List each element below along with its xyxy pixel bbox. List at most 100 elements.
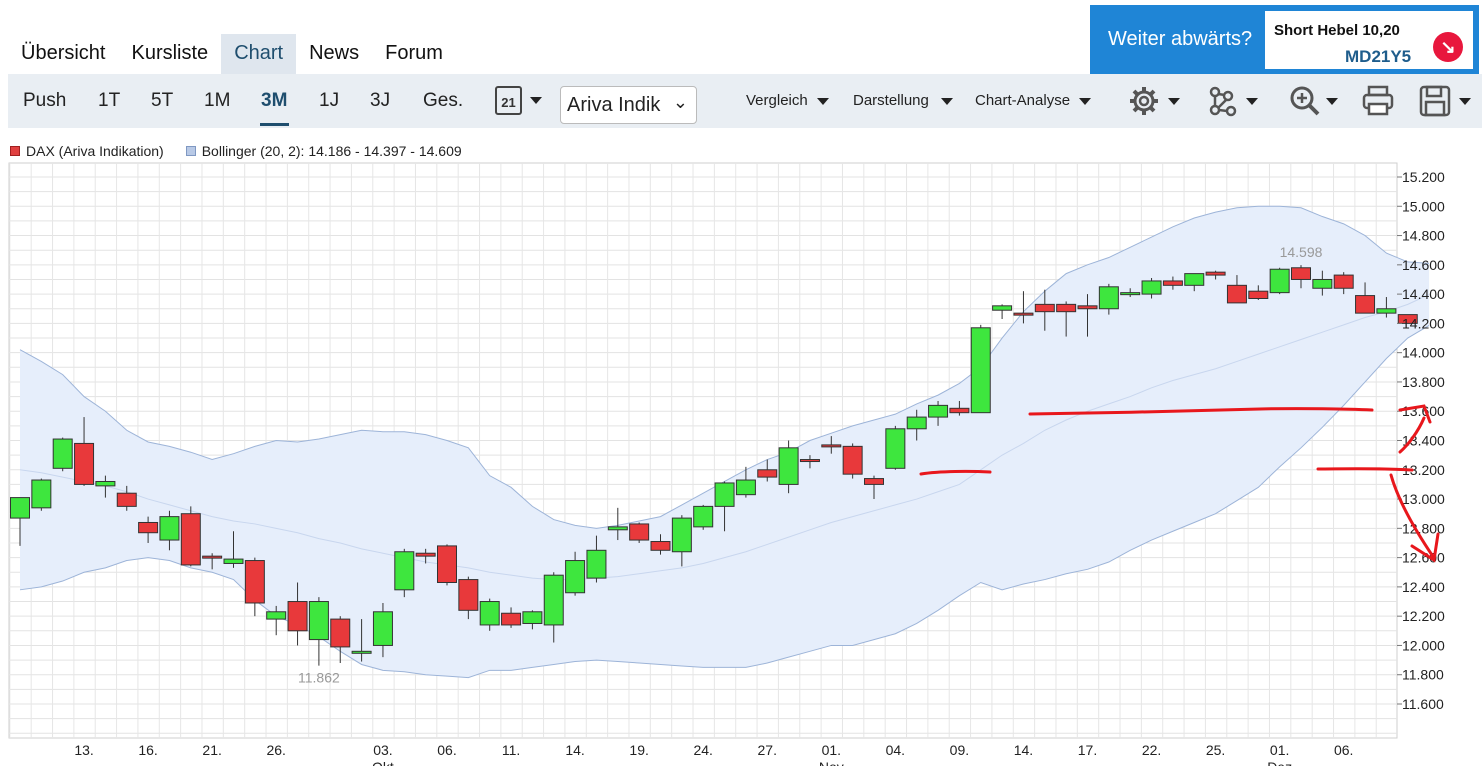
candle: [522, 610, 543, 630]
candle-body: [437, 545, 457, 583]
chevron-down-icon: ⌄: [670, 92, 688, 113]
candle-body: [1248, 290, 1269, 300]
y-tick-label: 14.800: [1402, 228, 1445, 244]
promo-banner[interactable]: Weiter abwärts? Short Hebel 10,20 MD21Y5…: [1090, 5, 1479, 74]
save-icon[interactable]: [1418, 84, 1452, 118]
calendar-dropdown-icon[interactable]: [530, 97, 542, 104]
promo-product-box[interactable]: Short Hebel 10,20 MD21Y5 ↘: [1265, 11, 1473, 69]
candle-body: [74, 442, 95, 485]
candle-body: [565, 560, 586, 594]
candle: [1269, 267, 1290, 295]
menu-compare[interactable]: Vergleich: [746, 92, 808, 109]
tab-forum[interactable]: Forum: [385, 42, 443, 64]
candle: [970, 324, 991, 414]
candle: [1098, 283, 1119, 315]
zoom-icon[interactable]: [1288, 84, 1324, 120]
candle: [266, 605, 287, 636]
tab-overview[interactable]: Übersicht: [21, 42, 106, 64]
candle: [1205, 270, 1226, 280]
zoom-dropdown-icon[interactable]: [1326, 98, 1338, 105]
active-timeframe-indicator: [260, 123, 289, 126]
candle: [992, 304, 1013, 319]
tab-chart[interactable]: Chart: [221, 34, 297, 74]
calendar-icon[interactable]: 21: [495, 86, 522, 115]
candle-body: [287, 601, 308, 632]
candle: [1056, 301, 1077, 337]
candle: [1397, 314, 1418, 324]
x-tick-label: 27.: [758, 742, 777, 758]
candle: [671, 515, 692, 567]
candle: [1162, 276, 1183, 290]
candle-body: [1269, 268, 1290, 294]
extreme-value-label: 14.598: [1280, 244, 1323, 260]
indicators-dropdown-icon[interactable]: [1246, 98, 1258, 105]
timeframe-3m[interactable]: 3M: [261, 90, 288, 111]
chart-legend: DAX (Ariva Indikation) Bollinger (20, 2)…: [10, 143, 484, 159]
save-dropdown-icon[interactable]: [1459, 98, 1471, 105]
support-line-right: [1316, 467, 1414, 472]
candle-body: [116, 492, 137, 507]
timeframe-1j[interactable]: 1J: [319, 90, 340, 111]
tab-price-list[interactable]: Kursliste: [131, 42, 209, 64]
timeframe-1m[interactable]: 1M: [204, 90, 231, 111]
x-tick-label: 22.: [1142, 742, 1161, 758]
month-label: Dez: [1267, 759, 1292, 766]
timeframe-push[interactable]: Push: [23, 90, 67, 111]
x-tick-label: 01.: [822, 742, 841, 758]
candle: [906, 409, 927, 441]
timeframe-5t[interactable]: 5T: [151, 90, 174, 111]
support-line-left: [919, 469, 992, 476]
timeframe-1t[interactable]: 1T: [98, 90, 121, 111]
candle: [479, 598, 500, 631]
tab-news[interactable]: News: [309, 42, 360, 64]
timeframe-total[interactable]: Ges.: [423, 90, 464, 111]
candle-body: [138, 521, 159, 534]
candle: [138, 516, 159, 543]
top-nav: Übersicht Kursliste Chart News Forum: [8, 34, 456, 74]
menu-chart-analysis[interactable]: Chart-Analyse: [975, 92, 1071, 109]
source-select[interactable]: Ariva Indik ⌄: [560, 86, 697, 124]
arrow-down-right-icon[interactable]: ↘: [1433, 32, 1463, 62]
settings-dropdown-icon[interactable]: [1168, 98, 1180, 105]
candle: [928, 400, 949, 426]
x-tick-label: 01.: [1270, 742, 1289, 758]
y-tick-label: 13.400: [1402, 433, 1445, 449]
candle: [543, 572, 564, 643]
candle-body: [351, 650, 372, 654]
candle: [885, 425, 906, 470]
y-tick-label: 15.200: [1402, 169, 1445, 185]
candle-body: [31, 479, 52, 509]
legend-item-dax[interactable]: DAX (Ariva Indikation): [10, 143, 164, 159]
candle-body: [970, 327, 991, 414]
legend-swatch-bollinger: [185, 146, 196, 156]
up-arrow-head: [1398, 404, 1432, 424]
candle: [372, 602, 393, 658]
settings-icon[interactable]: [1126, 84, 1162, 118]
x-tick-label: 06.: [1334, 742, 1353, 758]
candle: [437, 544, 457, 586]
candle-body: [629, 523, 650, 541]
timeframe-3j[interactable]: 3J: [370, 90, 391, 111]
candle-body: [244, 560, 265, 604]
compare-dropdown-icon[interactable]: [817, 98, 829, 105]
menu-display[interactable]: Darstellung: [853, 92, 929, 109]
candle-body: [223, 558, 244, 564]
x-tick-label: 13.: [74, 742, 93, 758]
candle-body: [735, 479, 756, 496]
candle: [159, 510, 180, 551]
analysis-dropdown-icon[interactable]: [1079, 98, 1091, 105]
legend-label-dax: DAX (Ariva Indikation): [26, 143, 164, 159]
promo-product-name: Short Hebel 10,20: [1274, 22, 1400, 39]
candle-body: [1034, 303, 1055, 313]
candle: [1333, 272, 1354, 295]
indicators-icon[interactable]: [1206, 84, 1240, 118]
candle-body: [458, 579, 479, 611]
candlestick-chart[interactable]: 11.60011.80012.00012.20012.40012.60012.8…: [0, 160, 1482, 766]
print-icon[interactable]: [1360, 84, 1396, 118]
candle: [693, 504, 714, 530]
legend-item-bollinger[interactable]: Bollinger (20, 2): 14.186 - 14.397 - 14.…: [185, 143, 462, 159]
display-dropdown-icon[interactable]: [941, 98, 953, 105]
candle: [1034, 289, 1055, 331]
candle-body: [394, 551, 415, 591]
candle-body: [928, 404, 949, 418]
